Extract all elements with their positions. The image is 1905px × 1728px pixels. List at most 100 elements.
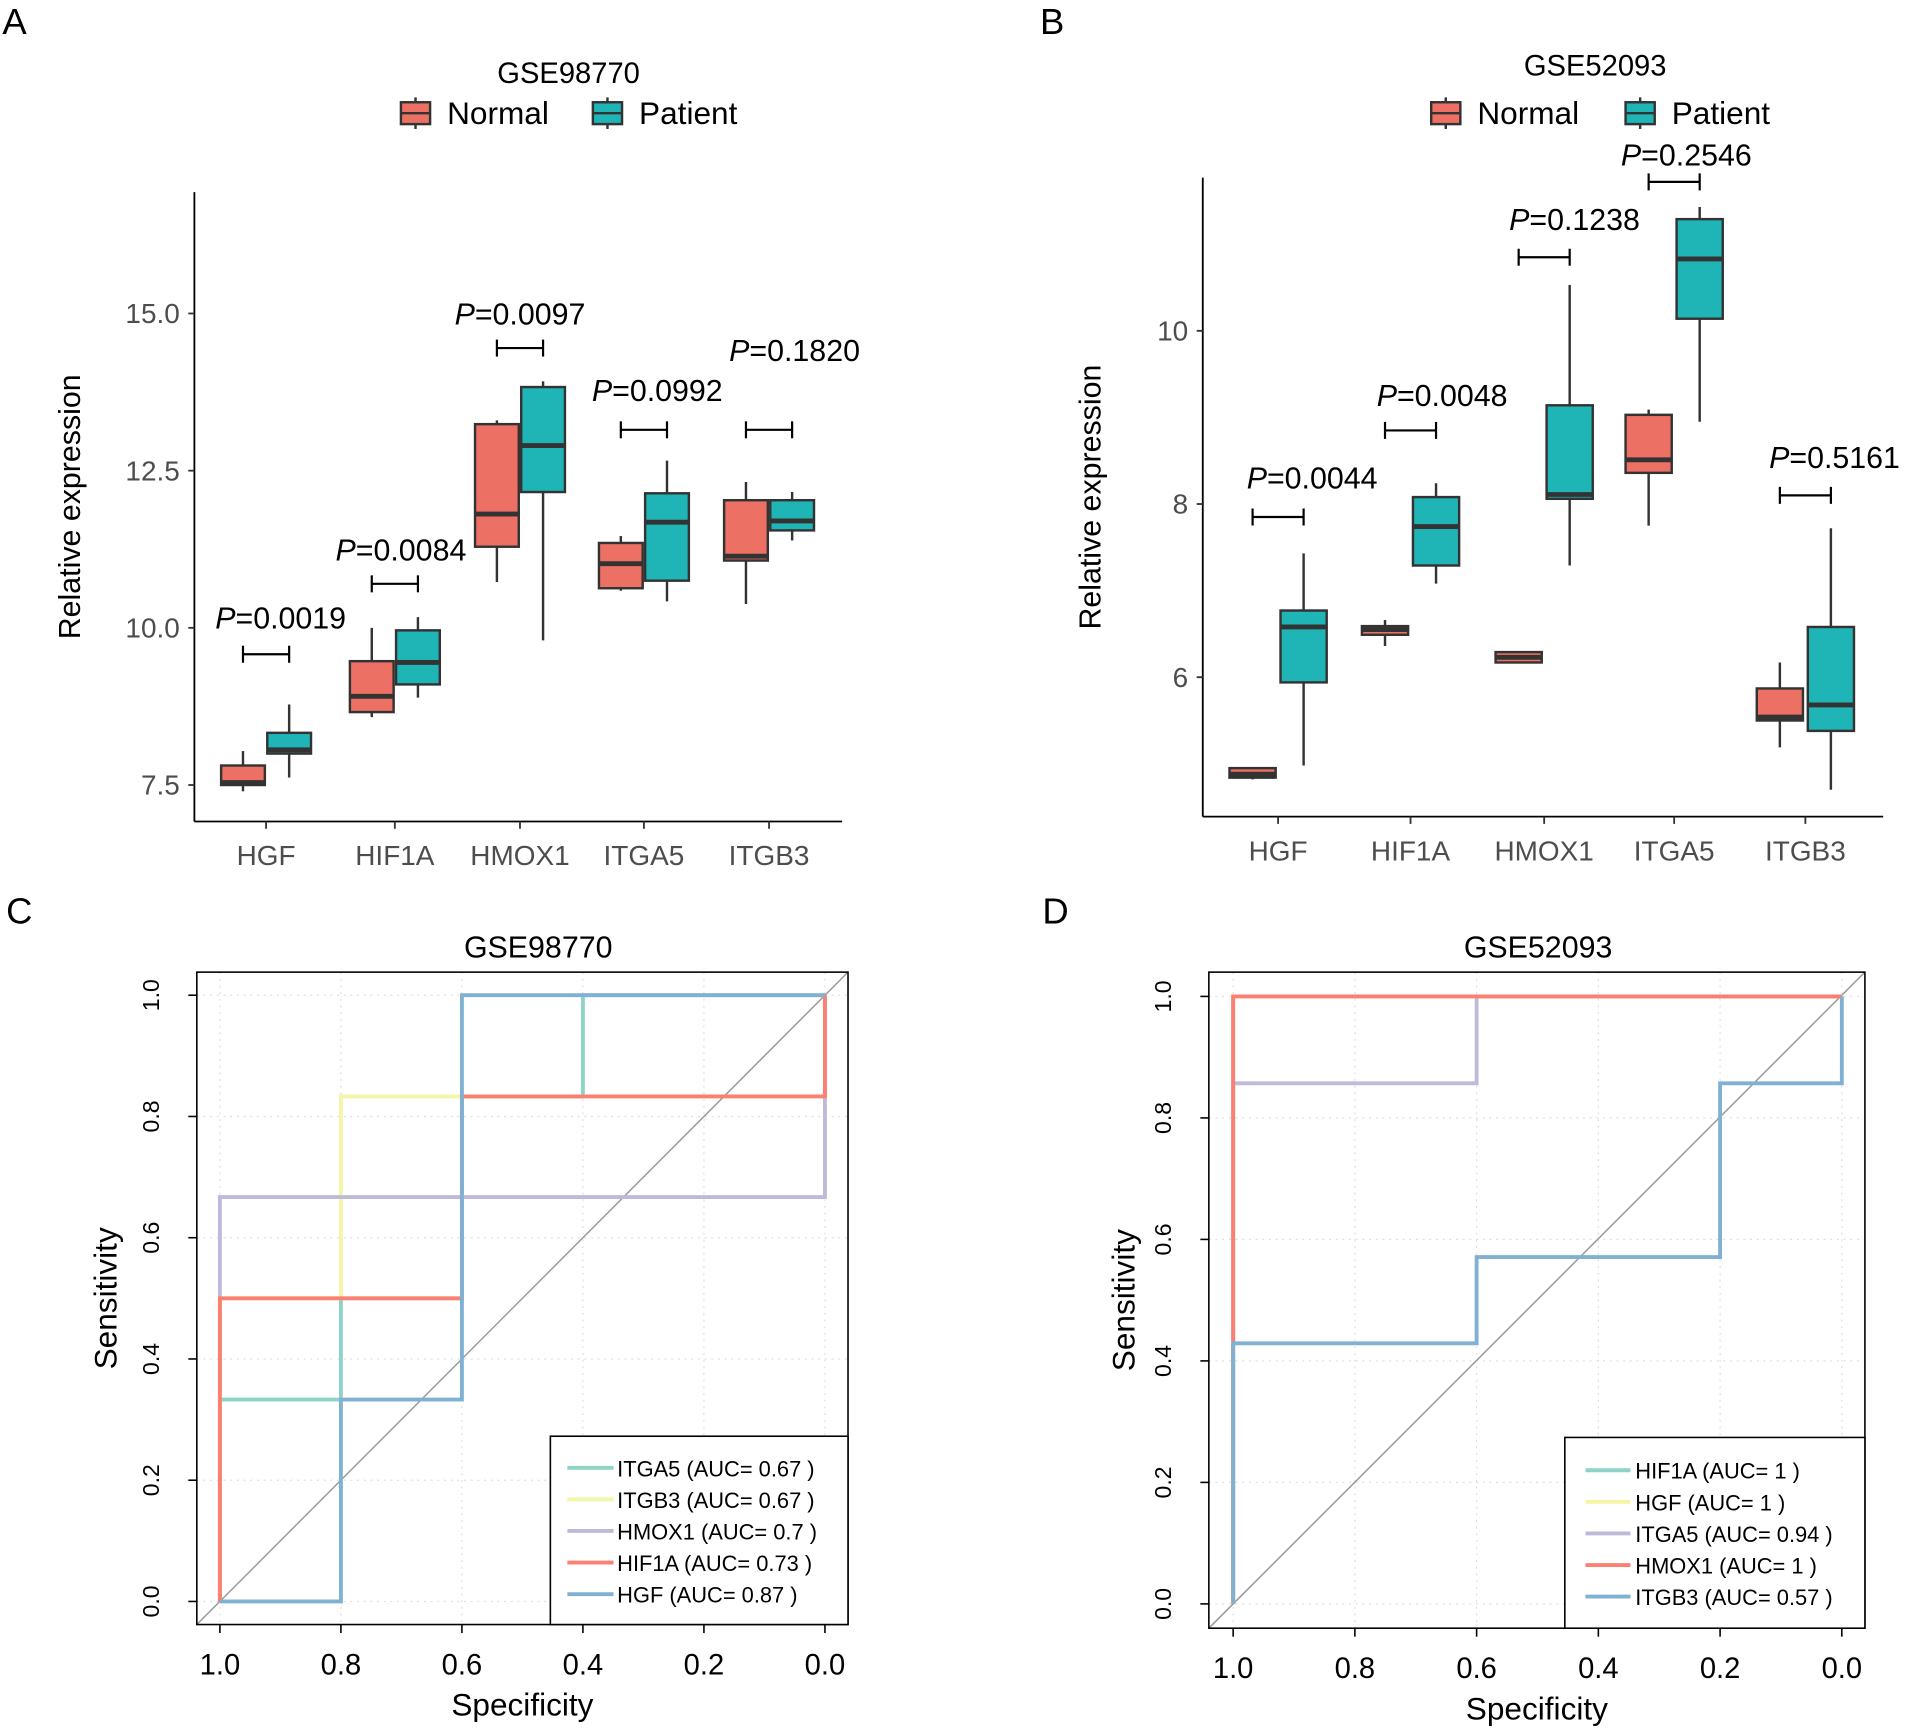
x-tick-label: HGF <box>1249 835 1308 866</box>
p-value: =0.0048 <box>1397 380 1508 413</box>
y-axis-label: Sensitivity <box>88 1227 124 1369</box>
legend-label: HMOX1 (AUC= 1 ) <box>1635 1554 1817 1579</box>
legend-label-normal: Normal <box>1477 95 1579 131</box>
y-tick-label: 6 <box>1173 662 1189 693</box>
box-normal-itgb3 <box>722 498 770 562</box>
y-tick-label: 8 <box>1173 489 1189 520</box>
x-tick-label: 0.2 <box>684 1649 725 1681</box>
box-patient-itgb3 <box>1806 625 1856 733</box>
legend: HIF1A (AUC= 1 ) HGF (AUC= 1 ) ITGA5 (AUC= … <box>1564 1436 1866 1629</box>
roc-panel-c: GSE98770 1.0 0.8 0.6 0.4 0.2 0.0 0.0 0.2 0.4 0.6 0.… <box>88 932 849 1723</box>
y-tick-label: 12.5 <box>125 455 179 486</box>
x-tick-label: 0.4 <box>563 1649 604 1681</box>
p-value: =0.5161 <box>1789 442 1900 475</box>
y-tick-label: 10 <box>1157 316 1188 347</box>
p-italic: P <box>592 375 613 408</box>
boxplot-panel-a: GSE98770 Normal Patient 7.5 10.0 12.5 15.0 Rela… <box>54 58 860 871</box>
box-patient-hgf <box>1279 609 1328 684</box>
box-patient-hmox1 <box>519 385 567 494</box>
legend-label: HMOX1 (AUC= 0.7 ) <box>617 1519 817 1544</box>
p-italic: P <box>1769 442 1790 475</box>
p-value-label: P=0.0992 <box>592 375 723 408</box>
p-value-label: P=0.1820 <box>729 335 860 368</box>
box-normal-itga5 <box>1624 413 1673 475</box>
panel-letter-b: B <box>1040 1 1064 42</box>
legend-title: GSE52093 <box>1524 51 1667 83</box>
y-tick-label: 0.6 <box>138 1222 164 1254</box>
y-tick-label: 0.0 <box>1150 1588 1176 1620</box>
legend-label-patient: Patient <box>639 95 738 131</box>
x-tick-label: ITGA5 <box>604 840 685 871</box>
x-tick-label: 1.0 <box>200 1649 241 1681</box>
plot-frame <box>196 971 849 1626</box>
y-tick-label: 0.0 <box>138 1585 164 1617</box>
box-patient-itga5 <box>1675 217 1724 320</box>
p-italic: P <box>1621 139 1642 172</box>
x-tick-label: 0.8 <box>1335 1653 1376 1685</box>
y-axis-label: Sensitivity <box>1106 1229 1142 1371</box>
y-tick-label: 15.0 <box>125 298 179 329</box>
y-tick-label: 1.0 <box>1150 980 1176 1012</box>
y-tick-label: 0.4 <box>1150 1345 1176 1377</box>
y-tick-label: 0.6 <box>1150 1223 1176 1255</box>
x-tick-label: 0.6 <box>442 1649 483 1681</box>
box-patient-itgb3 <box>769 498 816 532</box>
chart-title: GSE98770 <box>464 932 613 965</box>
panel-letter-a: A <box>2 1 27 42</box>
x-tick-label: 1.0 <box>1213 1653 1254 1685</box>
p-value-label: P=0.0044 <box>1247 463 1378 496</box>
x-tick-label: HIF1A <box>355 840 435 871</box>
x-tick-label: 0.2 <box>1700 1653 1741 1685</box>
x-tick-label: ITGB3 <box>729 840 810 871</box>
x-tick-label: ITGA5 <box>1634 835 1715 866</box>
p-italic: P <box>1509 204 1530 237</box>
p-italic: P <box>336 534 357 567</box>
x-tick-label: HIF1A <box>1371 835 1451 866</box>
p-value: =0.1820 <box>749 335 860 368</box>
y-tick-label: 7.5 <box>141 770 180 801</box>
box-patient-itga5 <box>643 492 691 582</box>
p-value: =0.1238 <box>1529 204 1640 237</box>
p-italic: P <box>729 335 750 368</box>
p-value: =0.0044 <box>1267 463 1378 496</box>
p-value-label: P=0.0097 <box>455 299 586 332</box>
y-tick-label: 0.8 <box>138 1100 164 1132</box>
x-tick-label: ITGB3 <box>1765 835 1846 866</box>
p-value-label: P=0.0084 <box>336 534 467 567</box>
box-patient-hif1a <box>1411 495 1461 567</box>
panel-letter-c: C <box>6 891 32 932</box>
legend-title: GSE98770 <box>497 58 640 90</box>
roc-panel-d: GSE52093 1.0 0.8 0.6 0.4 0.2 0.0 0.0 0.2 0.4 0.6 0.… <box>1106 932 1866 1726</box>
p-italic: P <box>1377 380 1398 413</box>
reference-diagonal <box>196 971 849 1626</box>
p-italic: P <box>215 602 236 635</box>
p-value-label: P=0.1238 <box>1509 204 1640 237</box>
legend: ITGA5 (AUC= 0.67 ) ITGB3 (AUC= 0.67 ) HMOX… <box>549 1435 849 1626</box>
p-value-label: P=0.5161 <box>1769 442 1900 475</box>
x-axis-label: Specificity <box>451 1687 593 1723</box>
x-axis-label: Specificity <box>1466 1690 1608 1726</box>
p-value: =0.0019 <box>235 602 346 635</box>
box-normal-hmox1 <box>473 422 520 548</box>
x-tick-label: HGF <box>237 840 296 871</box>
p-italic: P <box>455 299 476 332</box>
y-tick-label: 1.0 <box>138 979 164 1011</box>
box-patient-hmox1 <box>1545 404 1594 501</box>
legend-label: ITGA5 (AUC= 0.67 ) <box>617 1456 814 1481</box>
legend-label-patient: Patient <box>1672 95 1771 131</box>
x-tick-label: 0.6 <box>1456 1653 1497 1685</box>
p-value-label: P=0.0019 <box>215 602 346 635</box>
chart-title: GSE52093 <box>1464 932 1613 965</box>
p-value-label: P=0.0048 <box>1377 380 1508 413</box>
legend-label: HIF1A (AUC= 0.73 ) <box>617 1551 812 1576</box>
box-normal-hif1a <box>348 659 395 714</box>
y-tick-label: 0.2 <box>138 1464 164 1496</box>
p-value: =0.0992 <box>612 375 723 408</box>
roc-curve-itgb3 <box>1231 996 1844 1604</box>
x-tick-label: 0.0 <box>1822 1653 1863 1685</box>
p-value: =0.2546 <box>1641 139 1752 172</box>
p-value: =0.0097 <box>475 299 586 332</box>
p-value-label: P=0.2546 <box>1621 139 1752 172</box>
y-tick-label: 0.4 <box>138 1343 164 1375</box>
plot-frame <box>1208 971 1866 1629</box>
